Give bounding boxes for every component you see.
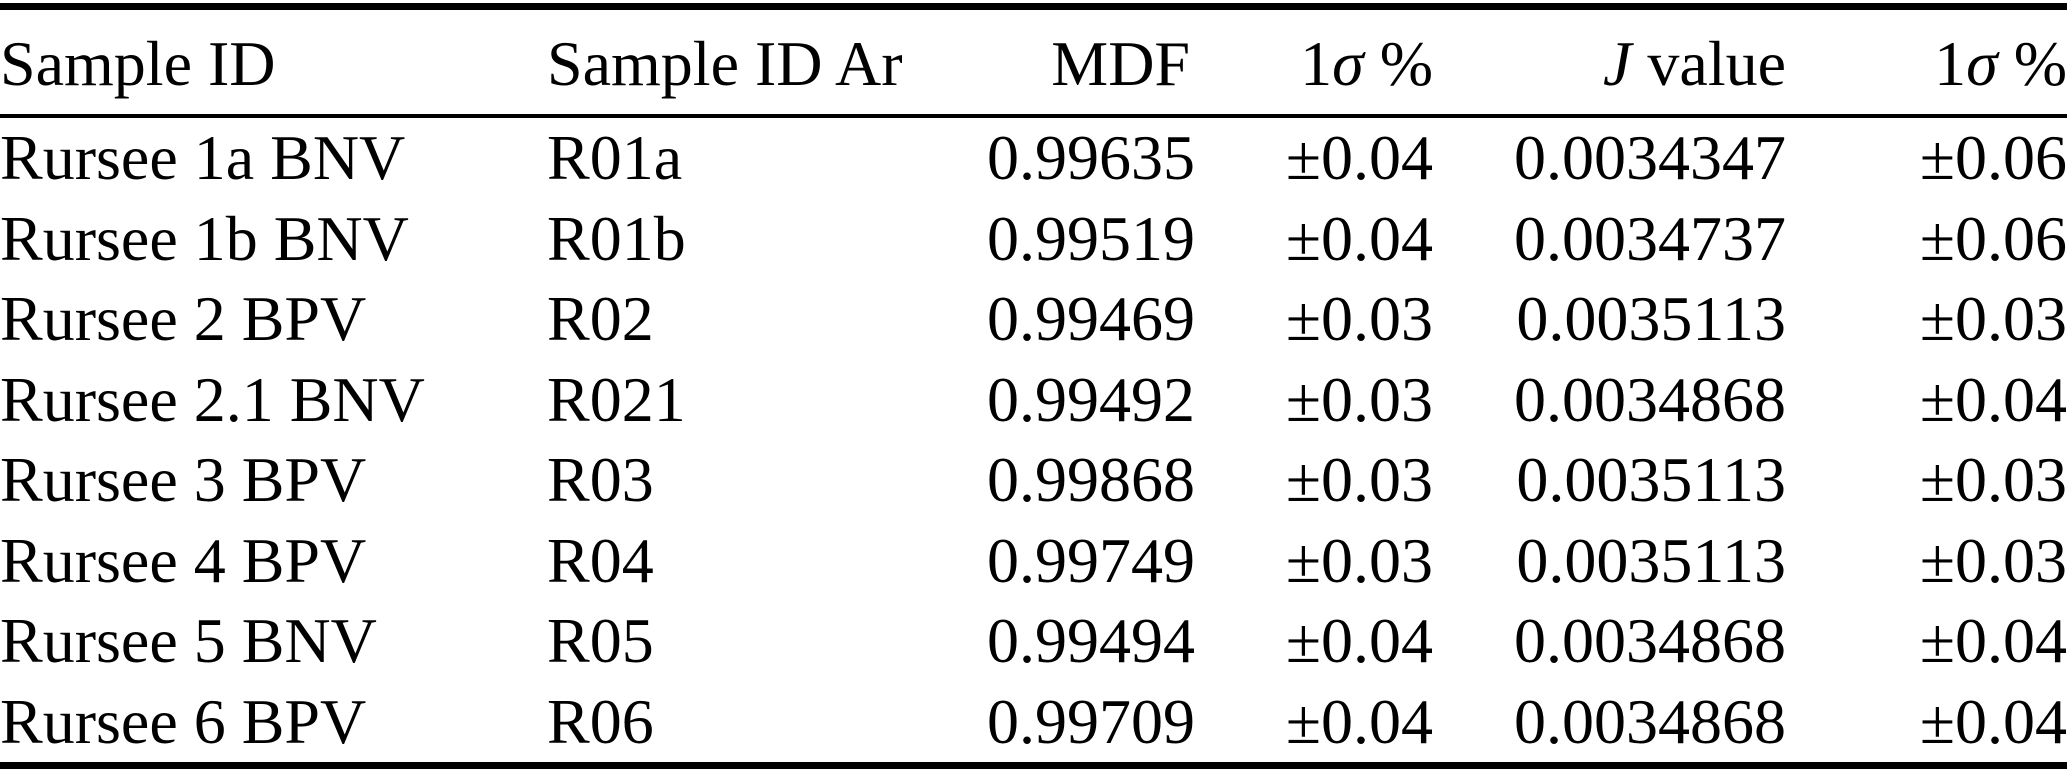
sample-calibration-table: Sample ID Sample ID Ar MDF 1σ % J value 1σ % … (0, 10, 2067, 762)
cell-j-1sigma-pct: ±0.03 (1919, 444, 2067, 516)
cell-j-1sigma-pct: ±0.06 (1919, 122, 2067, 194)
cell-j-value: 0.0034347 (1514, 122, 1786, 194)
table-row: Rursee 6 BPV R06 0.99709 ±0.04 0.0034868 ±0.0… (0, 682, 2067, 763)
cell-sample-id: Rursee 1a BNV (0, 122, 406, 194)
table-row: Rursee 3 BPV R03 0.99868 ±0.03 0.0035113 ±0.0… (0, 440, 2067, 521)
table-row: Rursee 4 BPV R04 0.99749 ±0.03 0.0035113 ±0.0… (0, 521, 2067, 602)
header-text: Sample ID (0, 28, 276, 99)
cell-mdf-1sigma-pct: ±0.03 (1285, 524, 1433, 596)
cell-j-1sigma-pct: ±0.03 (1919, 524, 2067, 596)
table-row: Rursee 2.1 BNV R021 0.99492 ±0.03 0.0034868 ±… (0, 360, 2067, 441)
cell-sample-id: Rursee 6 BPV (0, 685, 367, 757)
cell-sample-id: Rursee 3 BPV (0, 444, 367, 516)
header-text: J (1603, 28, 1632, 99)
column-header-sample-id-ar: Sample ID Ar (547, 10, 987, 118)
cell-mdf-1sigma-pct: ±0.04 (1285, 202, 1433, 274)
cell-sample-id-ar: R01a (547, 122, 683, 194)
cell-mdf: 0.99469 (987, 283, 1195, 355)
cell-sample-id: Rursee 1b BNV (0, 202, 409, 274)
column-header-mdf: MDF (987, 10, 1190, 118)
cell-sample-id: Rursee 2 BPV (0, 283, 367, 355)
table-rule-header-separator (0, 114, 2067, 118)
cell-mdf: 0.99519 (987, 202, 1195, 274)
cell-sample-id: Rursee 4 BPV (0, 524, 367, 596)
column-header-sample-id: Sample ID (0, 10, 547, 118)
cell-mdf-1sigma-pct: ±0.04 (1285, 122, 1433, 194)
cell-mdf-1sigma-pct: ±0.03 (1285, 283, 1433, 355)
cell-sample-id-ar: R06 (547, 685, 654, 757)
cell-mdf: 0.99635 (987, 122, 1195, 194)
cell-sample-id: Rursee 5 BNV (0, 605, 377, 677)
table-rule-top (0, 3, 2067, 10)
table-row: Rursee 2 BPV R02 0.99469 ±0.03 0.0035113 ±0.0… (0, 279, 2067, 360)
cell-j-value: 0.0034868 (1514, 685, 1786, 757)
cell-j-1sigma-pct: ±0.04 (1919, 363, 2067, 435)
cell-mdf: 0.99492 (987, 363, 1195, 435)
cell-mdf-1sigma-pct: ±0.03 (1285, 444, 1433, 516)
cell-j-1sigma-pct: ±0.03 (1919, 283, 2067, 355)
cell-mdf: 0.99709 (987, 685, 1195, 757)
column-header-j-value: J value (1433, 10, 1786, 118)
table-row: Rursee 5 BNV R05 0.99494 ±0.04 0.0034868 ±0.0… (0, 601, 2067, 682)
column-header-mdf-1sigma-pct: 1σ % (1190, 10, 1433, 118)
cell-sample-id-ar: R021 (547, 363, 686, 435)
header-text: σ (1332, 28, 1364, 99)
column-header-j-1sigma-pct: 1σ % (1786, 10, 2067, 118)
cell-sample-id-ar: R01b (547, 202, 686, 274)
header-text: % (1997, 28, 2067, 99)
table-rule-bottom (0, 762, 2067, 769)
cell-sample-id-ar: R03 (547, 444, 654, 516)
header-text: 1 (1300, 28, 1333, 99)
cell-j-1sigma-pct: ±0.06 (1919, 202, 2067, 274)
header-text: Sample ID Ar (547, 28, 903, 99)
table-header: Sample ID Sample ID Ar MDF 1σ % J value 1σ % (0, 10, 2067, 118)
cell-j-value: 0.0034737 (1514, 202, 1786, 274)
cell-j-value: 0.0034868 (1514, 605, 1786, 677)
table-body: Rursee 1a BNV R01a 0.99635 ±0.04 0.0034347 ±0… (0, 118, 2067, 762)
header-text: MDF (1051, 28, 1190, 99)
header-text: σ (1966, 28, 1998, 99)
table-row: Rursee 1b BNV R01b 0.99519 ±0.04 0.0034737 ±0… (0, 199, 2067, 280)
cell-j-1sigma-pct: ±0.04 (1919, 685, 2067, 757)
cell-j-value: 0.0035113 (1516, 444, 1786, 516)
cell-mdf-1sigma-pct: ±0.03 (1285, 363, 1433, 435)
cell-j-value: 0.0035113 (1516, 524, 1786, 596)
cell-sample-id-ar: R04 (547, 524, 654, 596)
cell-j-1sigma-pct: ±0.04 (1919, 605, 2067, 677)
cell-j-value: 0.0034868 (1514, 363, 1786, 435)
cell-mdf-1sigma-pct: ±0.04 (1285, 605, 1433, 677)
cell-sample-id-ar: R02 (547, 283, 654, 355)
header-text: % (1363, 28, 1433, 99)
cell-mdf: 0.99868 (987, 444, 1195, 516)
cell-mdf: 0.99749 (987, 524, 1195, 596)
table-row: Rursee 1a BNV R01a 0.99635 ±0.04 0.0034347 ±0… (0, 118, 2067, 199)
header-row: Sample ID Sample ID Ar MDF 1σ % J value 1σ % (0, 10, 2067, 118)
cell-j-value: 0.0035113 (1516, 283, 1786, 355)
cell-sample-id-ar: R05 (547, 605, 654, 677)
cell-sample-id: Rursee 2.1 BNV (0, 363, 425, 435)
header-text: 1 (1934, 28, 1967, 99)
header-text: value (1631, 28, 1786, 99)
cell-mdf-1sigma-pct: ±0.04 (1285, 685, 1433, 757)
cell-mdf: 0.99494 (987, 605, 1195, 677)
